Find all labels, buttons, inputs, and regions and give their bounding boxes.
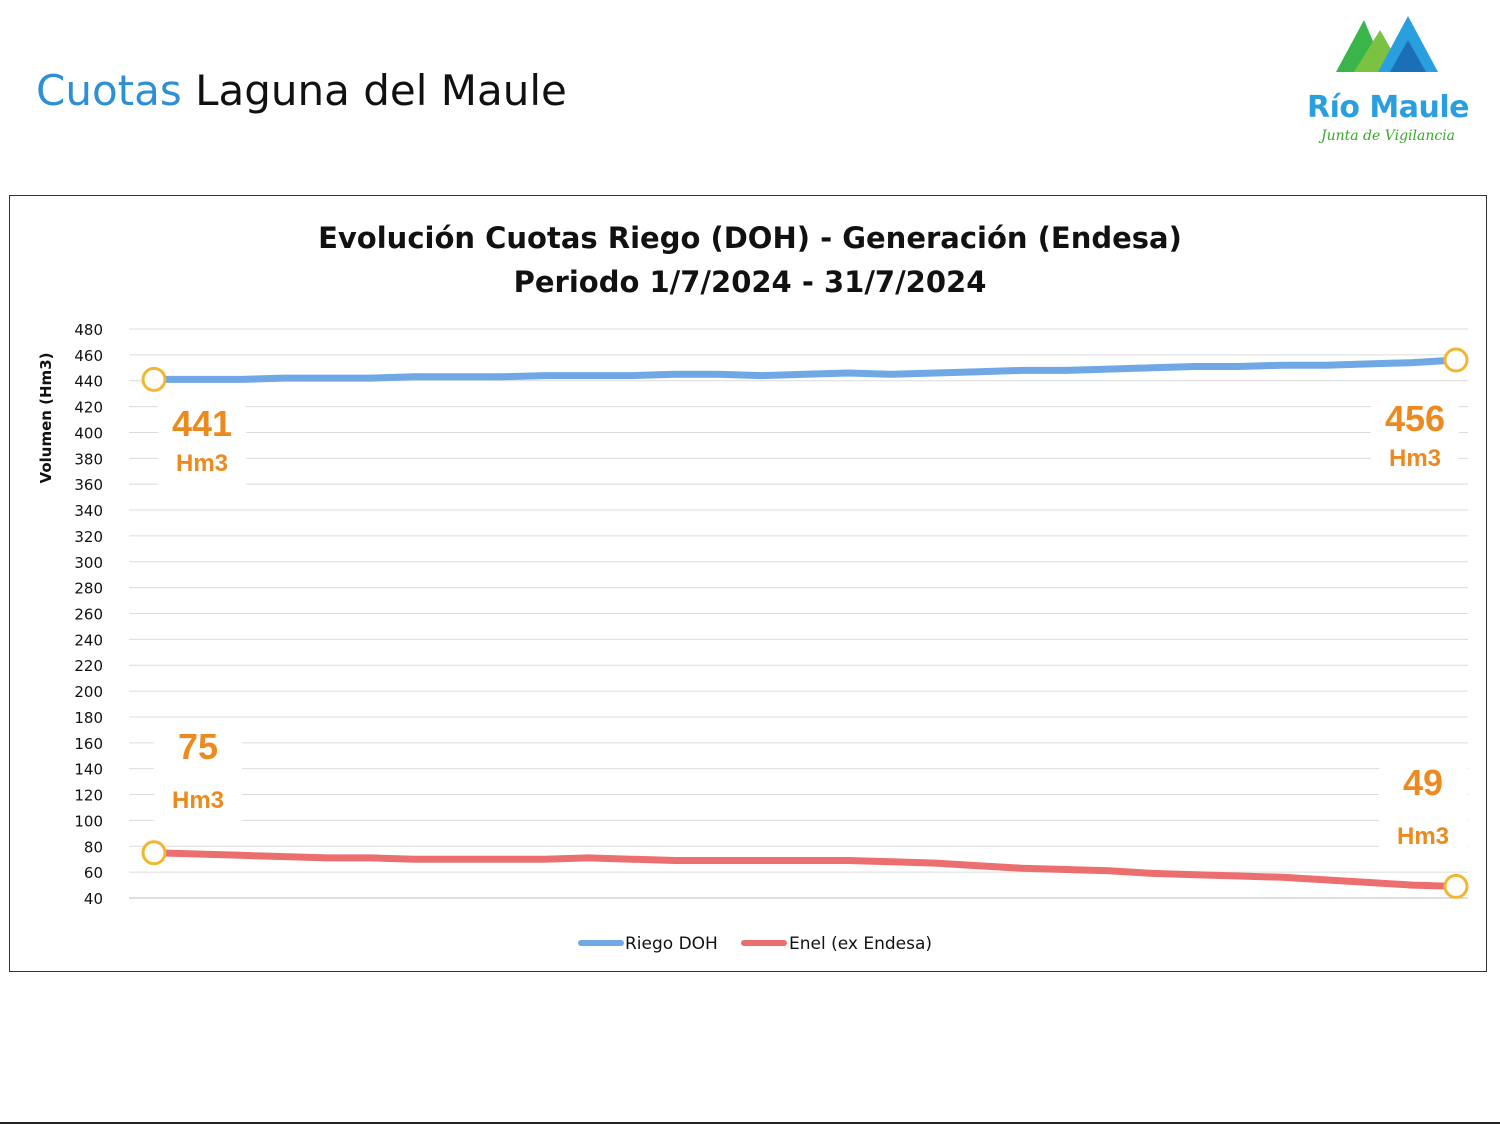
y-tick-label: 180: [74, 709, 103, 727]
y-tick-label: 100: [74, 812, 103, 830]
y-tick-label: 480: [74, 321, 103, 339]
y-tick-label: 160: [74, 735, 103, 753]
y-tick-label: 80: [84, 838, 103, 856]
annotation-value: 441: [172, 403, 232, 444]
y-tick-label: 220: [74, 657, 103, 675]
y-tick-label: 380: [74, 450, 103, 468]
annotation-background: [1379, 757, 1467, 858]
line-chart: Evolución Cuotas Riego (DOH) - Generació…: [37, 221, 1469, 954]
annotation-background: [154, 721, 242, 822]
bottom-rule: [0, 1122, 1500, 1124]
logo-name: Río Maule: [1306, 90, 1470, 125]
logo-subtitle: Junta de Vigilancia: [1320, 128, 1456, 144]
slide-title-part2: Laguna del Maule: [195, 66, 567, 115]
series-lines: [150, 356, 1460, 890]
y-tick-label: 360: [74, 476, 103, 494]
y-tick-label: 200: [74, 683, 103, 701]
y-tick-label: 340: [74, 502, 103, 520]
y-tick-label: 400: [74, 424, 103, 442]
endpoint-markers: [141, 347, 1469, 899]
y-axis-ticks: 40 60 80 100 120 140 160 180 200 220 240 260 280 300 3…: [74, 321, 103, 908]
y-tick-label: 320: [74, 528, 103, 546]
endpoint-marker: [1443, 347, 1469, 373]
y-tick-label: 460: [74, 347, 103, 365]
y-tick-label: 300: [74, 554, 103, 572]
series-line-enel: [150, 849, 1460, 890]
slide-title: Cuotas Laguna del Maule: [36, 66, 567, 115]
gridlines: [129, 328, 1468, 899]
mountain-logo-icon: [1336, 16, 1438, 72]
y-tick-label: 240: [74, 631, 103, 649]
y-tick-label: 140: [74, 761, 103, 779]
endpoint-marker: [1443, 873, 1469, 899]
y-axis-label: Volumen (Hm3): [37, 353, 55, 484]
chart-title: Evolución Cuotas Riego (DOH) - Generació…: [318, 221, 1182, 255]
legend: Riego DOH Enel (ex Endesa): [578, 934, 932, 954]
annotation-unit: Hm3: [1397, 823, 1449, 850]
annotation-background: [158, 398, 246, 485]
series-line-riego-doh: [150, 356, 1460, 383]
y-tick-label: 40: [84, 890, 103, 908]
y-tick-label: 440: [74, 373, 103, 391]
annotation-value: 49: [1403, 762, 1443, 803]
chart-subtitle: Periodo 1/7/2024 - 31/7/2024: [514, 265, 987, 299]
value-annotations: 441 Hm3 456 Hm3 75 Hm3 49 Hm3: [154, 393, 1467, 858]
y-tick-label: 420: [74, 399, 103, 417]
endpoint-marker: [141, 366, 167, 392]
chart-frame: Evolución Cuotas Riego (DOH) - Generació…: [9, 195, 1487, 972]
annotation-value: 75: [178, 726, 218, 767]
annotation-background: [1371, 393, 1459, 480]
annotation-value: 456: [1385, 398, 1445, 439]
legend-label: Enel (ex Endesa): [789, 934, 932, 954]
annotation-unit: Hm3: [1389, 445, 1441, 472]
y-tick-label: 120: [74, 787, 103, 805]
y-tick-label: 280: [74, 580, 103, 598]
annotation-unit: Hm3: [172, 787, 224, 814]
rio-maule-logo: Río Maule Junta de Vigilancia: [1296, 10, 1486, 150]
y-tick-label: 60: [84, 864, 103, 882]
legend-label: Riego DOH: [625, 934, 718, 954]
y-tick-label: 260: [74, 606, 103, 624]
annotation-unit: Hm3: [176, 450, 228, 477]
slide-title-part1: Cuotas: [36, 66, 182, 115]
endpoint-marker: [141, 840, 167, 866]
